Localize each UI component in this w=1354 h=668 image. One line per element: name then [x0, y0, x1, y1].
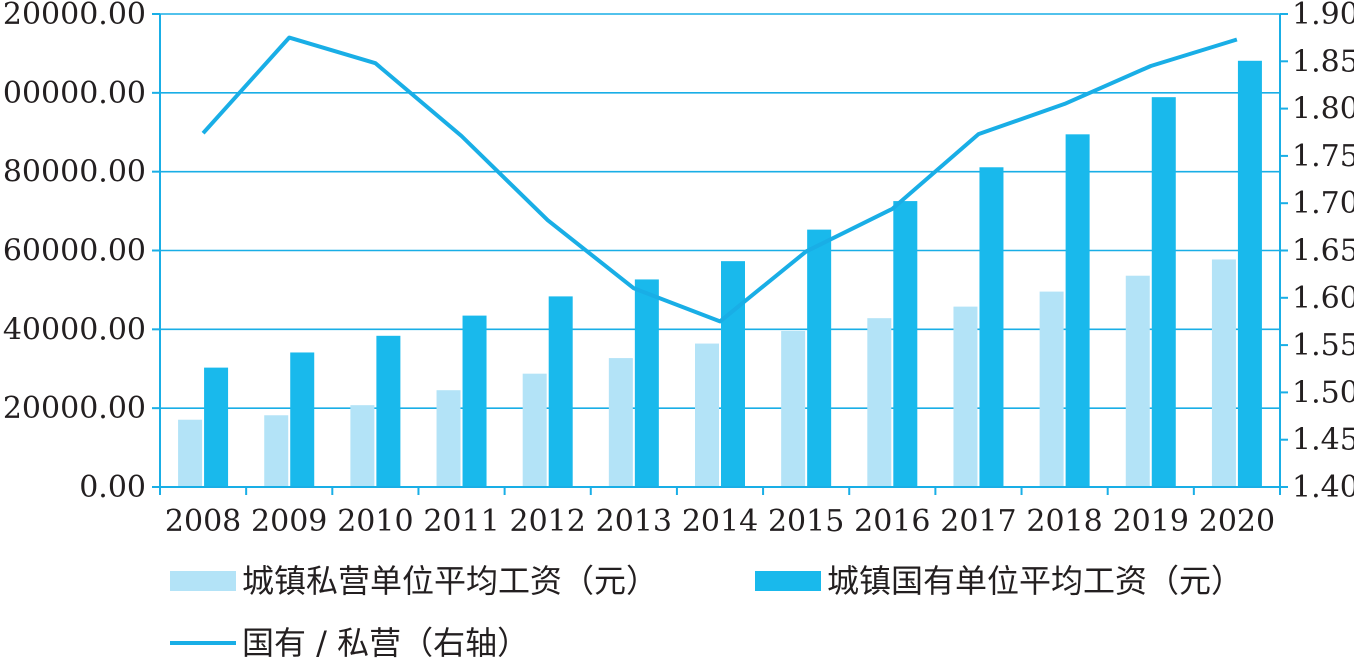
ratio-line-group	[201, 35, 1238, 324]
private-wage-bar-2015	[781, 330, 806, 487]
grid-lines	[160, 13, 1280, 409]
private-wage-bar-2018	[1039, 291, 1064, 487]
right-tick-label: 1.85	[1292, 44, 1354, 79]
x-tick-label: 2012	[510, 504, 586, 539]
private-wage-bar-2008	[178, 419, 203, 487]
right-tick-label: 1.45	[1292, 423, 1354, 458]
x-tick-label: 2010	[337, 504, 413, 539]
private-wage-bar-2014	[695, 343, 719, 487]
x-tick-label: 2015	[768, 504, 844, 539]
right-tick-label: 1.70	[1292, 186, 1354, 221]
right-tick-label: 1.40	[1292, 470, 1354, 505]
x-tick-label: 2011	[423, 504, 499, 539]
state-wage-bar-2012	[548, 296, 573, 487]
private-wage-bar-2013	[608, 358, 633, 487]
state-wage-bar-2016	[893, 201, 918, 487]
right-tick-label: 1.75	[1292, 139, 1354, 174]
right-tick-label: 1.55	[1292, 328, 1354, 363]
left-tick-label: 60000.00	[3, 234, 146, 269]
private-wage-bar-2010	[350, 405, 375, 487]
axes-group	[152, 13, 1288, 495]
left-tick-label: 120000.00	[0, 0, 146, 32]
legend-swatch-1	[755, 571, 821, 591]
left-tick-label: 80000.00	[3, 155, 146, 190]
right-tick-label: 1.60	[1292, 281, 1354, 316]
x-tick-label: 2013	[596, 504, 672, 539]
legend: 城镇私营单位平均工资（元） 城镇国有单位平均工资（元） 国有 / 私营（右轴）	[170, 562, 1243, 662]
state-wage-bar-2009	[290, 352, 315, 487]
left-tick-label: 40000.00	[3, 312, 146, 347]
private-wage-bar-2019	[1125, 275, 1150, 487]
private-wage-bar-2009	[264, 415, 289, 487]
right-tick-label: 1.90	[1292, 0, 1354, 32]
state-wage-bar-2017	[979, 167, 1004, 488]
legend-swatch-0	[170, 571, 236, 591]
x-tick-label: 2017	[940, 504, 1016, 539]
state-wage-bar-2013	[634, 279, 659, 487]
left-axis-tick-labels: 0.00 20000.00 40000.00 60000.00 80000.00 1000…	[0, 0, 146, 505]
x-axis-tick-labels: 2008 2009 2010 2011 2012 2013 2014 2015 2016 2017…	[165, 504, 1275, 539]
x-tick-label: 2014	[682, 504, 758, 539]
private-wage-bar-2016	[867, 318, 892, 487]
x-tick-label: 2019	[1113, 504, 1189, 539]
right-tick-label: 1.50	[1292, 375, 1354, 410]
private-wage-bar-2017	[953, 306, 978, 487]
x-tick-label: 2008	[165, 504, 241, 539]
state-wage-bar-2020	[1237, 60, 1262, 488]
state-wage-bar-2008	[204, 367, 229, 487]
left-tick-label: 100000.00	[0, 76, 146, 111]
private-wage-bar-2012	[522, 373, 547, 487]
private-wage-bar-2011	[436, 390, 461, 487]
bars-group	[178, 60, 1262, 488]
state-wage-bar-2010	[376, 335, 401, 487]
state-wage-bar-2019	[1151, 97, 1176, 488]
state-wage-bar-2015	[807, 229, 832, 487]
legend-label-1: 城镇国有单位平均工资（元）	[827, 562, 1243, 600]
x-tick-label: 2020	[1199, 504, 1275, 539]
state-wage-bar-2018	[1065, 134, 1090, 488]
right-tick-label: 1.65	[1292, 234, 1354, 269]
legend-label-0: 城镇私营单位平均工资（元）	[242, 562, 658, 600]
x-tick-label: 2016	[854, 504, 930, 539]
x-tick-label: 2009	[251, 504, 327, 539]
x-tick-label: 2018	[1026, 504, 1102, 539]
left-tick-label: 0.00	[79, 470, 146, 505]
right-tick-label: 1.80	[1292, 92, 1354, 127]
state-wage-bar-2011	[462, 315, 487, 487]
left-tick-label: 20000.00	[3, 391, 146, 426]
legend-label-2: 国有 / 私营（右轴）	[242, 624, 529, 662]
right-axis-tick-labels: 1.40 1.45 1.50 1.55 1.60 1.65 1.70 1.75 1.80 1.85…	[1292, 0, 1354, 505]
state-wage-bar-2014	[721, 261, 745, 487]
private-wage-bar-2020	[1211, 259, 1236, 487]
